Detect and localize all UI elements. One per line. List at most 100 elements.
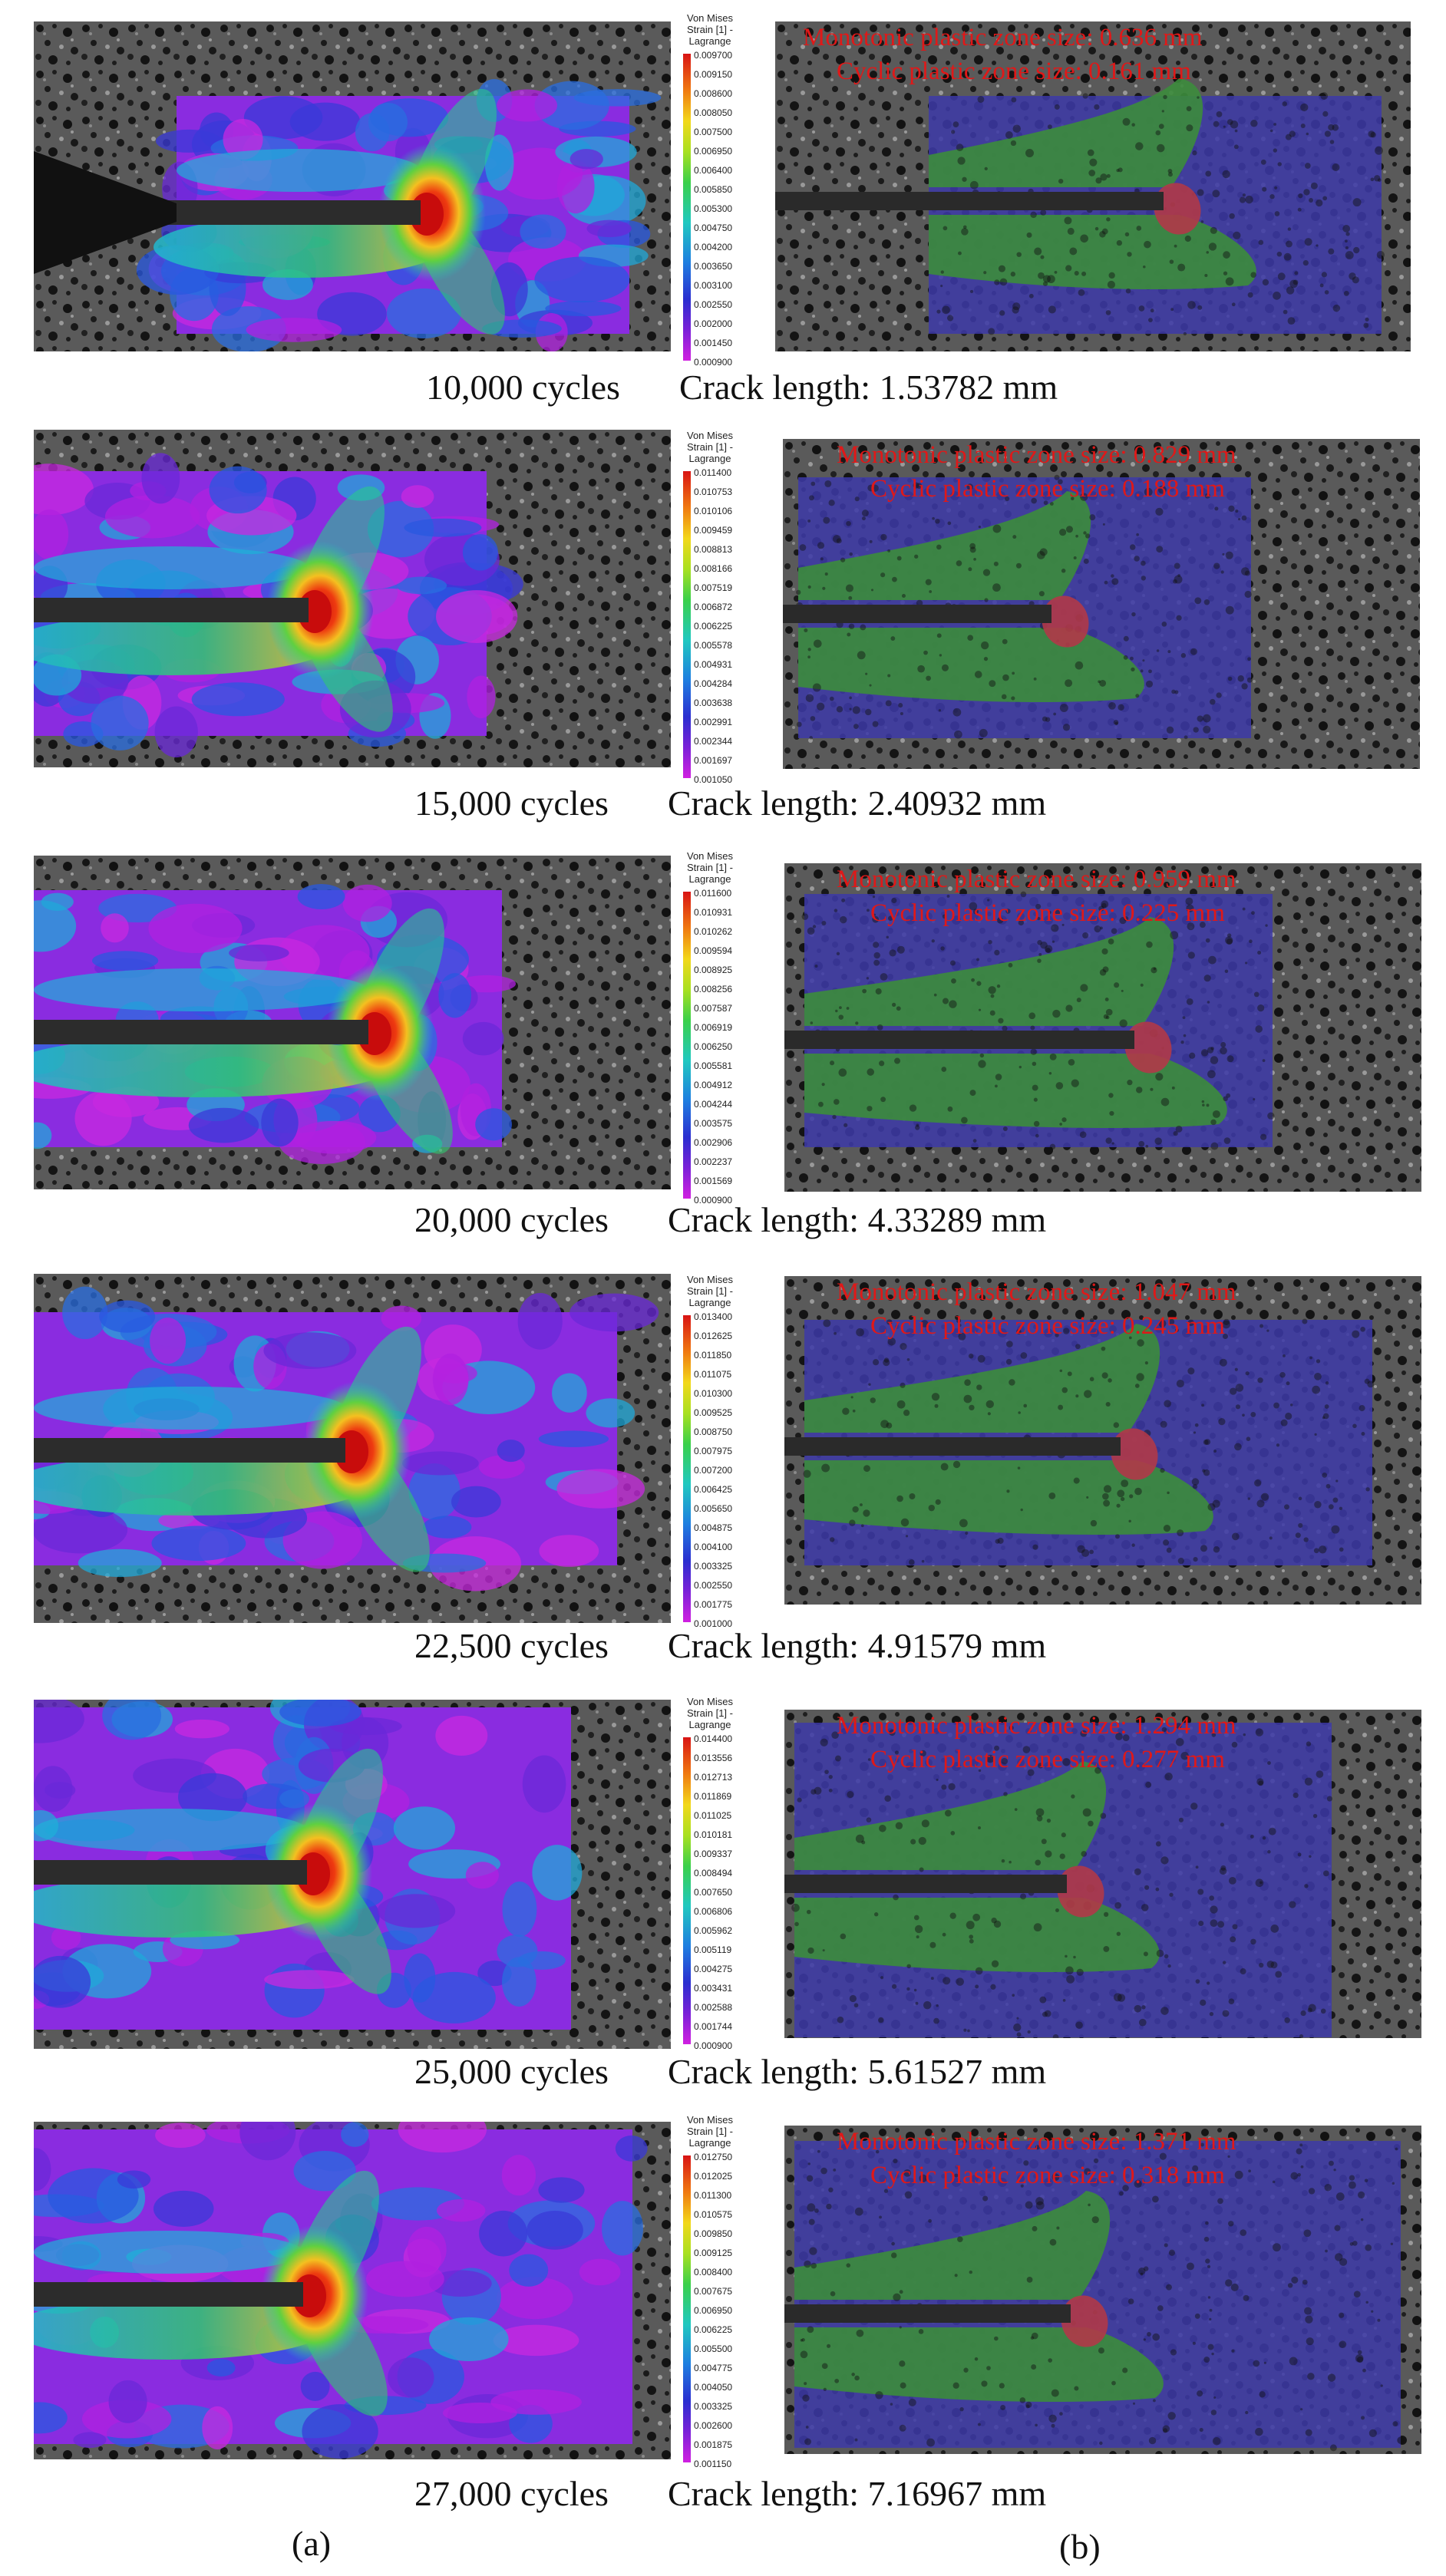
crack-length-caption: Crack length: 4.33289 mm [668,1200,1047,1239]
legend-tick: 0.012625 [694,1331,733,1341]
legend-tick: 0.010262 [694,926,733,937]
legend-color-bar [683,54,691,361]
legend-tick: 0.006250 [694,1041,733,1052]
legend-tick: 0.012025 [694,2171,733,2182]
legend-tick: 0.001875 [694,2439,733,2450]
cyclic-plastic-zone-label: Cyclic plastic zone size: 0.188 mm [870,475,1225,503]
legend-tick: 0.002000 [694,318,733,329]
legend-tick: 0.011600 [694,888,732,899]
crack-length-caption: Crack length: 2.40932 mm [668,783,1047,823]
legend-tick: 0.005650 [694,1503,733,1514]
cycle-count-caption: 22,500 cycles [414,1626,609,1665]
legend-tick: 0.004200 [694,242,733,252]
legend-tick: 0.009337 [694,1849,733,1859]
cyclic-plastic-zone-label: Cyclic plastic zone size: 0.225 mm [870,899,1225,927]
legend-tick: 0.013556 [694,1753,733,1763]
legend-title-line: Strain [1] - [687,1707,733,1719]
legend-title-line: Strain [1] - [687,2126,733,2137]
strain-map-3 [34,856,671,1189]
cyclic-plastic-zone-label: Cyclic plastic zone size: 0.161 mm [837,58,1191,85]
legend-tick: 0.007519 [694,582,733,593]
legend-title-line: Strain [1] - [687,24,733,35]
legend-tick: 0.005962 [694,1925,733,1936]
legend-tick: 0.011025 [694,1810,732,1821]
legend-tick: 0.002588 [694,2002,733,2013]
legend-tick: 0.003650 [694,261,733,272]
legend-tick: 0.011869 [694,1791,732,1802]
legend-tick: 0.013400 [694,1311,733,1322]
legend-tick: 0.002344 [694,736,733,747]
monotonic-plastic-zone-label: Monotonic plastic zone size: 1.047 mm [837,1278,1236,1306]
strain-map-svg [34,1700,671,2049]
cycle-count-caption: 25,000 cycles [414,2052,609,2091]
monotonic-plastic-zone-label: Monotonic plastic zone size: 1.294 mm [837,1712,1236,1740]
legend-tick: 0.007650 [694,1887,733,1898]
legend-tick: 0.004775 [694,2363,733,2373]
legend-tick: 0.008925 [694,965,733,975]
legend-tick: 0.000900 [694,357,733,368]
panel-label-b: (b) [1059,2527,1101,2566]
legend-tick: 0.002991 [694,717,733,727]
legend-tick: 0.011400 [694,467,732,478]
legend-color-bar [683,471,691,778]
plastic-zone-map-5 [784,1710,1421,2038]
legend-tick: 0.007975 [694,1446,733,1456]
legend-tick: 0.009459 [694,525,733,536]
strain-legend: Von Mises Strain [1] - Lagrange 0.011400 0.0… [682,430,766,785]
legend-tick: 0.009150 [694,69,733,80]
monotonic-plastic-zone-label: Monotonic plastic zone size: 1.371 mm [837,2128,1236,2155]
legend-tick: 0.010931 [694,907,733,918]
legend-tick: 0.012713 [694,1772,733,1783]
legend-tick: 0.004912 [694,1080,733,1090]
legend-title-line: Lagrange [688,873,731,885]
legend-tick: 0.005500 [694,2343,733,2354]
legend-tick: 0.003325 [694,2401,733,2412]
legend-tick: 0.006919 [694,1022,733,1033]
crack-length-caption: Crack length: 5.61527 mm [668,2052,1047,2091]
legend-tick: 0.005578 [694,640,733,651]
legend-tick: 0.005850 [694,184,733,195]
legend-tick: 0.001775 [694,1599,733,1610]
legend-tick: 0.000900 [694,1195,733,1206]
legend-tick: 0.010575 [694,2209,733,2220]
legend-tick: 0.008050 [694,107,733,118]
legend-tick: 0.009850 [694,2228,733,2239]
monotonic-plastic-zone-label: Monotonic plastic zone size: 0.959 mm [837,866,1236,893]
legend-tick: 0.002237 [694,1156,733,1167]
plastic-zone-map-1 [775,21,1411,351]
legend-tick: 0.007587 [694,1003,733,1014]
crack-length-caption: Crack length: 7.16967 mm [668,2474,1047,2513]
legend-title-line: Lagrange [688,35,731,47]
cycle-count-caption: 15,000 cycles [414,783,609,823]
cyclic-plastic-zone-label: Cyclic plastic zone size: 0.277 mm [870,1746,1225,1773]
strain-map-6 [34,2122,671,2459]
legend-title-line: Von Mises [687,850,733,862]
legend-tick: 0.001450 [694,338,733,348]
legend-title-line: Von Mises [687,430,733,441]
legend-tick: 0.010300 [694,1388,733,1399]
legend-tick: 0.007675 [694,2286,733,2297]
legend-tick: 0.007500 [694,127,733,137]
legend-tick: 0.001697 [694,755,733,766]
legend-tick: 0.004284 [694,678,733,689]
strain-legend: Von Mises Strain [1] - Lagrange 0.012750 0.0… [682,2114,766,2469]
monotonic-plastic-zone-label: Monotonic plastic zone size: 0.636 mm [803,24,1203,51]
legend-tick: 0.005300 [694,203,733,214]
legend-tick: 0.008600 [694,88,733,99]
legend-color-bar [683,2155,691,2462]
legend-tick: 0.001050 [694,774,733,785]
legend-tick: 0.006400 [694,165,733,176]
legend-tick: 0.004050 [694,2382,733,2393]
monotonic-plastic-zone-label: Monotonic plastic zone size: 0.829 mm [837,441,1236,469]
strain-legend: Von Mises Strain [1] - Lagrange 0.009700 0.0… [682,12,766,368]
strain-map-svg [34,1274,671,1623]
cyclic-plastic-zone-label: Cyclic plastic zone size: 0.318 mm [870,2162,1225,2189]
legend-tick: 0.003638 [694,698,733,708]
legend-tick: 0.009594 [694,945,733,956]
legend-tick: 0.008813 [694,544,733,555]
strain-map-1 [34,21,671,351]
legend-tick: 0.006225 [694,2324,733,2335]
legend-tick: 0.006806 [694,1906,733,1917]
legend-tick: 0.004931 [694,659,733,670]
